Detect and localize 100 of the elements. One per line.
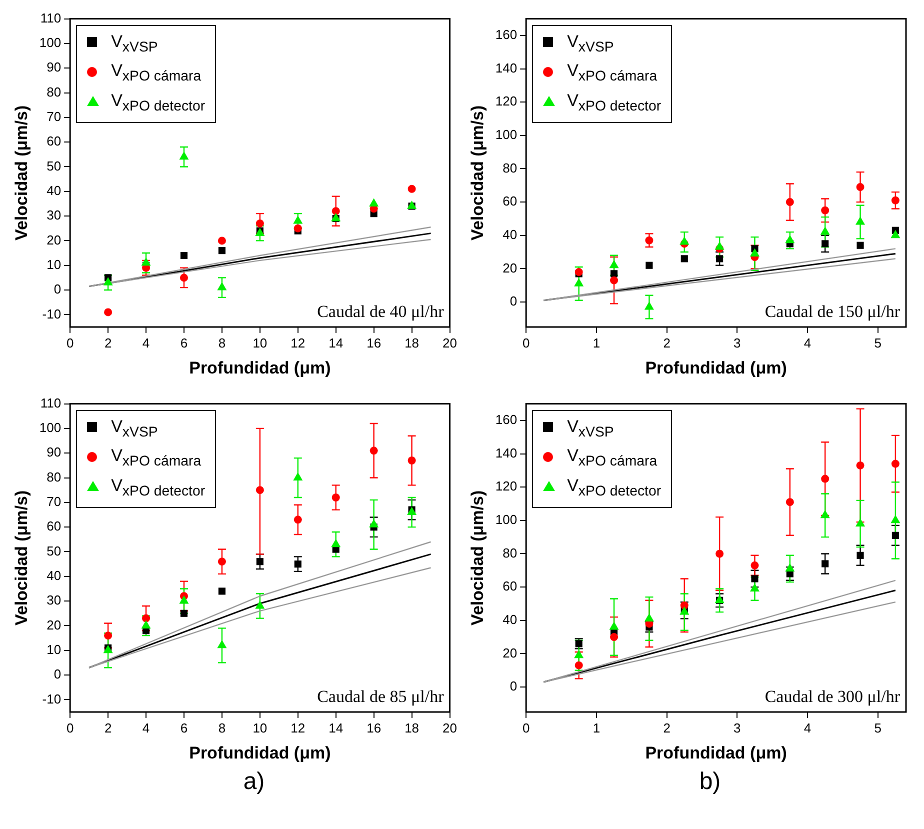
- x-tick-label: 10: [252, 720, 268, 736]
- x-tick-label: 12: [290, 335, 306, 350]
- y-tick-label: 10: [46, 642, 62, 657]
- x-axis-title: Profundidad (μm): [189, 358, 331, 378]
- x-tick-label: 0: [522, 720, 530, 736]
- y-axis-title: Velocidad (μm/s): [468, 105, 487, 240]
- x-tick-label: 3: [734, 335, 741, 350]
- legend-label: V$_{xVSP}$: [111, 416, 158, 440]
- legend-label: V$_{xPO detector}$: [567, 90, 662, 114]
- y-tick-label: 120: [495, 94, 518, 109]
- y-tick-label: 60: [502, 194, 518, 209]
- y-axis-title: Velocidad (μm/s): [468, 490, 487, 626]
- x-tick-label: 20: [442, 335, 458, 350]
- annotation: Caudal de 40 μl/hr: [317, 302, 444, 321]
- legend-label: V$_{xVSP}$: [567, 416, 614, 440]
- annotation: Caudal de 300 μl/hr: [764, 686, 900, 706]
- x-tick-label: 0: [66, 335, 74, 350]
- legend-label: V$_{xPO detector}$: [111, 90, 206, 114]
- y-tick-label: 90: [46, 60, 62, 75]
- y-tick-label: -10: [42, 691, 62, 706]
- y-tick-label: 0: [54, 282, 62, 297]
- y-tick-label: 60: [502, 578, 518, 594]
- y-tick-label: 50: [46, 158, 62, 174]
- y-tick-label: 140: [495, 445, 518, 460]
- x-tick-label: 8: [218, 720, 226, 736]
- y-tick-label: 20: [502, 645, 518, 660]
- legend-label: V$_{xPO detector}$: [567, 476, 662, 499]
- y-tick-label: 100: [495, 126, 518, 142]
- x-tick-label: 1: [592, 335, 600, 350]
- x-tick-label: 1: [592, 720, 600, 736]
- x-tick-label: 6: [180, 335, 188, 350]
- y-tick-label: 140: [495, 60, 518, 76]
- y-tick-label: 0: [510, 678, 518, 694]
- x-tick-label: 2: [104, 335, 112, 350]
- legend-label: V$_{xVSP}$: [111, 32, 158, 56]
- y-tick-label: 110: [40, 10, 62, 26]
- y-tick-label: 40: [502, 226, 518, 242]
- y-axis-title: Velocidad (μm/s): [12, 490, 31, 626]
- y-tick-label: 70: [46, 109, 62, 124]
- text: a): [242, 768, 266, 796]
- y-tick-label: 110: [40, 395, 62, 410]
- annotation: Caudal de 150 μl/hr: [764, 302, 900, 321]
- y-tick-label: 90: [46, 444, 62, 460]
- x-tick-label: 20: [442, 720, 458, 736]
- legend-label: V$_{xVSP}$: [567, 32, 614, 56]
- x-tick-label: 2: [663, 335, 670, 350]
- y-tick-label: 0: [510, 294, 518, 309]
- x-tick-label: 5: [874, 720, 882, 736]
- x-tick-label: 18: [404, 335, 420, 350]
- legend-label: V$_{xPO cámara}$: [567, 446, 658, 470]
- y-tick-label: 70: [46, 494, 62, 509]
- y-tick-label: -10: [42, 306, 62, 322]
- annotation: Caudal de 85 μl/hr: [317, 686, 444, 706]
- x-tick-label: 8: [218, 335, 226, 350]
- y-tick-label: 80: [502, 545, 518, 560]
- x-axis-title: Profundidad (μm): [645, 743, 787, 762]
- x-tick-label: 4: [804, 720, 812, 736]
- x-tick-label: 12: [290, 720, 306, 736]
- y-tick-label: 100: [39, 35, 62, 50]
- y-tick-label: 40: [46, 568, 62, 583]
- y-tick-label: 0: [54, 666, 62, 682]
- y-tick-label: 40: [46, 182, 62, 198]
- y-tick-label: 120: [495, 478, 518, 494]
- y-tick-label: 60: [46, 134, 62, 149]
- text: b): [698, 768, 722, 796]
- x-tick-label: 0: [522, 335, 530, 350]
- y-tick-label: 20: [46, 232, 62, 248]
- x-tick-label: 10: [252, 335, 268, 350]
- legend-label: V$_{xPO detector}$: [111, 476, 206, 499]
- y-tick-label: 80: [502, 160, 518, 176]
- y-tick-label: 10: [46, 256, 62, 272]
- y-tick-label: 30: [46, 592, 62, 608]
- y-tick-label: 80: [46, 469, 62, 484]
- y-tick-label: 50: [46, 543, 62, 558]
- legend-label: V$_{xPO cámara}$: [111, 61, 202, 85]
- legend-label: V$_{xPO cámara}$: [111, 446, 202, 470]
- x-tick-label: 4: [142, 720, 150, 736]
- y-tick-label: 100: [495, 512, 518, 527]
- x-tick-label: 16: [366, 720, 382, 736]
- x-tick-label: 0: [66, 720, 74, 736]
- x-axis-title: Profundidad (μm): [189, 743, 331, 762]
- y-tick-label: 160: [495, 27, 518, 42]
- x-axis-title: Profundidad (μm): [645, 358, 787, 378]
- y-tick-label: 160: [495, 412, 518, 428]
- x-tick-label: 14: [328, 335, 344, 350]
- legend-label: V$_{xPO cámara}$: [567, 61, 658, 85]
- y-axis-title: Velocidad (μm/s): [12, 105, 31, 240]
- x-tick-label: 4: [142, 335, 150, 350]
- x-tick-label: 16: [366, 335, 382, 350]
- x-tick-label: 6: [180, 720, 188, 736]
- y-tick-label: 80: [46, 84, 62, 100]
- x-tick-label: 2: [104, 720, 112, 736]
- x-tick-label: 2: [663, 720, 670, 736]
- x-tick-label: 4: [804, 335, 812, 350]
- y-tick-label: 60: [46, 518, 62, 534]
- y-tick-label: 100: [39, 420, 62, 436]
- y-tick-label: 20: [502, 260, 518, 276]
- x-tick-label: 18: [404, 720, 420, 736]
- x-tick-label: 5: [874, 335, 882, 350]
- x-tick-label: 3: [734, 720, 741, 736]
